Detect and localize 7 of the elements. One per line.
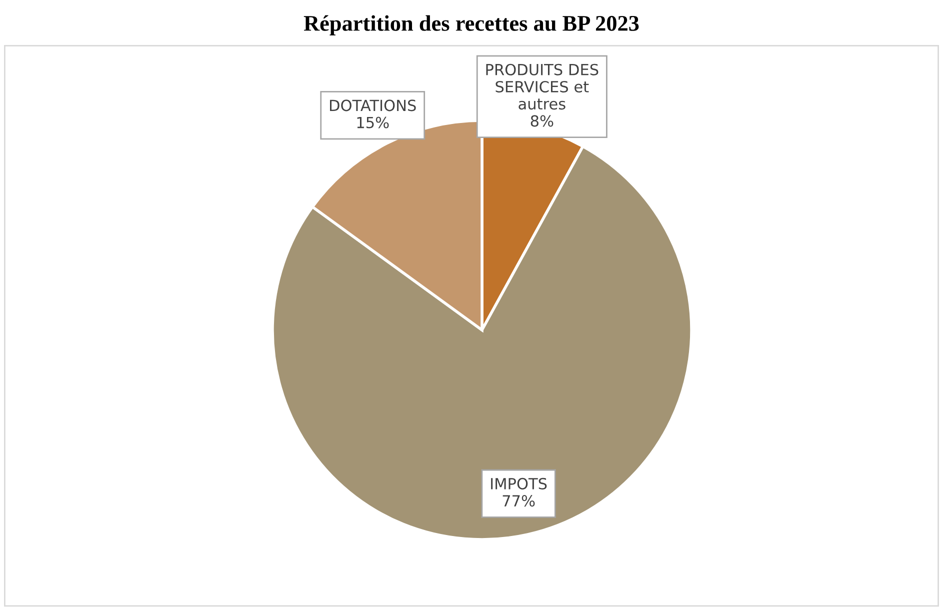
data-label: 8% <box>530 115 554 127</box>
slice-label: IMPOTS <box>491 478 547 490</box>
data-label: 15% <box>357 116 389 128</box>
chart-title: Répartition des recettes au BP 2023 <box>304 15 639 36</box>
slice-label: DOTATIONS <box>330 100 416 112</box>
data-label: 77% <box>502 495 535 507</box>
slice-label: PRODUITS DES SERVICES et autres <box>486 64 598 110</box>
